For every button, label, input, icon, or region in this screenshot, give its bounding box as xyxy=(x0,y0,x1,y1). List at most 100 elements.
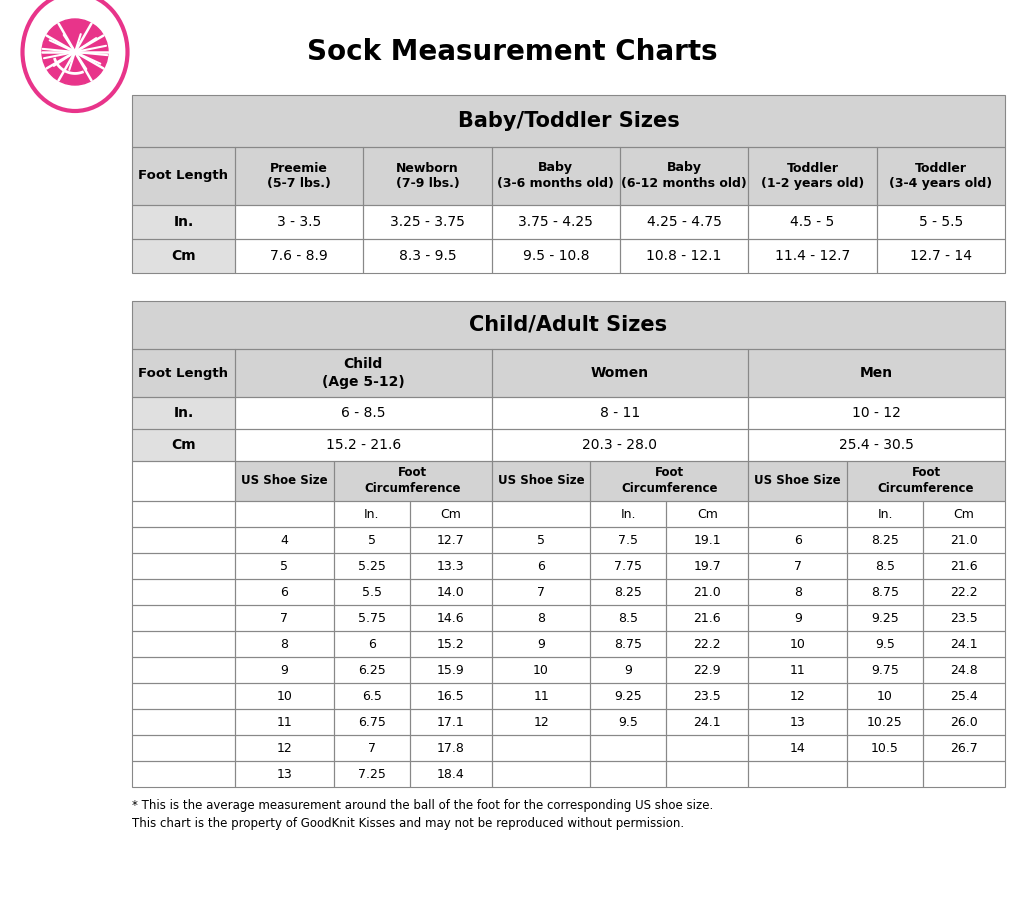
Bar xyxy=(234,683,334,709)
Bar xyxy=(410,657,492,683)
Text: 25.4 - 30.5: 25.4 - 30.5 xyxy=(840,438,914,452)
Bar xyxy=(492,397,749,429)
Bar xyxy=(667,657,749,683)
Text: 14.6: 14.6 xyxy=(437,611,465,624)
Bar xyxy=(410,709,492,735)
Bar xyxy=(132,527,234,553)
Bar xyxy=(234,761,334,787)
Bar xyxy=(591,657,667,683)
Bar xyxy=(923,579,1005,605)
Text: 25.4: 25.4 xyxy=(950,689,978,702)
Circle shape xyxy=(42,19,108,85)
Bar xyxy=(847,761,923,787)
Text: 5: 5 xyxy=(537,533,545,546)
Text: 10.5: 10.5 xyxy=(871,742,899,755)
Bar xyxy=(234,709,334,735)
Bar xyxy=(492,349,749,397)
Bar xyxy=(847,605,923,631)
Bar xyxy=(234,205,364,239)
Bar xyxy=(234,579,334,605)
Bar xyxy=(667,709,749,735)
Bar xyxy=(132,709,234,735)
Text: 20.3 - 28.0: 20.3 - 28.0 xyxy=(583,438,657,452)
Text: 7.75: 7.75 xyxy=(614,559,642,573)
Bar xyxy=(234,397,492,429)
Text: 10: 10 xyxy=(790,637,806,651)
Bar xyxy=(847,461,1005,501)
Bar xyxy=(749,735,847,761)
Bar xyxy=(492,761,591,787)
Bar xyxy=(749,147,877,205)
Text: 14: 14 xyxy=(790,742,806,755)
Bar xyxy=(749,239,877,273)
Text: Foot
Circumference: Foot Circumference xyxy=(622,466,718,496)
Bar xyxy=(667,683,749,709)
Text: 6: 6 xyxy=(794,533,802,546)
Bar xyxy=(410,761,492,787)
Bar xyxy=(364,239,492,273)
Bar xyxy=(591,605,667,631)
Bar xyxy=(234,205,364,239)
Bar xyxy=(334,527,410,553)
Bar xyxy=(132,553,234,579)
Bar xyxy=(334,761,410,787)
Bar xyxy=(749,553,847,579)
Bar xyxy=(334,683,410,709)
Bar xyxy=(667,527,749,553)
Bar xyxy=(749,631,847,657)
Bar xyxy=(749,709,847,735)
Bar xyxy=(492,553,591,579)
Bar xyxy=(923,527,1005,553)
Bar xyxy=(334,735,410,761)
Bar xyxy=(877,147,1005,205)
Bar xyxy=(591,631,667,657)
Bar xyxy=(749,429,1005,461)
Text: 9.5: 9.5 xyxy=(876,637,895,651)
Text: 15.2 - 21.6: 15.2 - 21.6 xyxy=(326,438,401,452)
Text: 6.25: 6.25 xyxy=(357,664,386,677)
Bar xyxy=(364,205,492,239)
Text: 10: 10 xyxy=(276,689,292,702)
Bar xyxy=(749,657,847,683)
Text: 6: 6 xyxy=(368,637,376,651)
Bar xyxy=(132,605,234,631)
Text: 26.0: 26.0 xyxy=(950,715,978,729)
Bar xyxy=(334,761,410,787)
Text: 5: 5 xyxy=(368,533,376,546)
Bar xyxy=(410,683,492,709)
Text: 8: 8 xyxy=(281,637,289,651)
Bar xyxy=(492,683,591,709)
Bar xyxy=(132,735,234,761)
Bar xyxy=(132,735,234,761)
Bar xyxy=(749,761,847,787)
Text: 15.2: 15.2 xyxy=(437,637,465,651)
Bar xyxy=(847,527,923,553)
Text: 9.75: 9.75 xyxy=(871,664,899,677)
Bar xyxy=(749,205,877,239)
Bar xyxy=(492,683,591,709)
Text: 3 - 3.5: 3 - 3.5 xyxy=(278,215,322,229)
Text: 6.75: 6.75 xyxy=(357,715,386,729)
Text: 26.7: 26.7 xyxy=(950,742,978,755)
Bar xyxy=(132,397,234,429)
Text: 8.75: 8.75 xyxy=(614,637,642,651)
Bar xyxy=(334,501,410,527)
Text: US Shoe Size: US Shoe Size xyxy=(755,475,841,487)
Bar xyxy=(132,397,234,429)
Bar xyxy=(847,683,923,709)
Bar xyxy=(923,657,1005,683)
Text: This chart is the property of GoodKnit Kisses and may not be reproduced without : This chart is the property of GoodKnit K… xyxy=(132,816,684,830)
Text: 16.5: 16.5 xyxy=(437,689,465,702)
Bar xyxy=(410,709,492,735)
Text: 8.5: 8.5 xyxy=(618,611,638,624)
Bar xyxy=(667,605,749,631)
Text: 10: 10 xyxy=(878,689,893,702)
Bar xyxy=(620,205,749,239)
Bar xyxy=(923,761,1005,787)
Bar xyxy=(492,461,591,501)
Text: Sock Measurement Charts: Sock Measurement Charts xyxy=(306,38,718,66)
Bar xyxy=(234,709,334,735)
Text: 9: 9 xyxy=(281,664,289,677)
Bar xyxy=(234,501,334,527)
Text: 11: 11 xyxy=(276,715,292,729)
